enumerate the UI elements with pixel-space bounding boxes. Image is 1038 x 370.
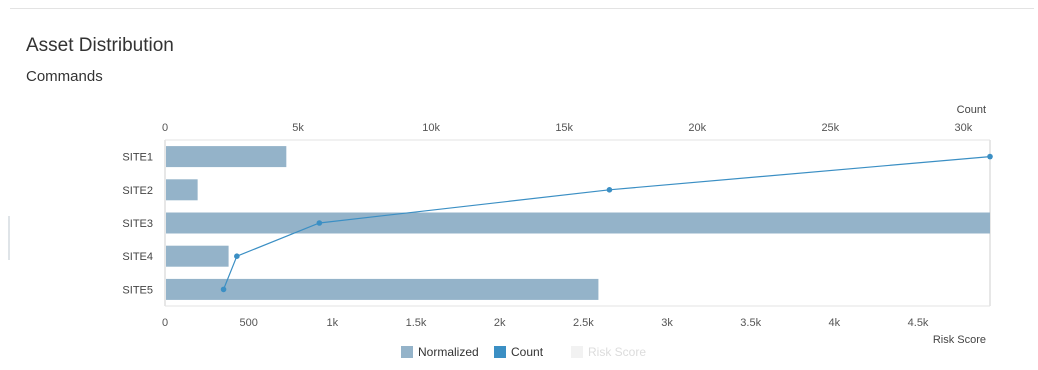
bottom-tick-label: 2.5k [573,317,594,329]
count-point [234,253,240,259]
bottom-tick-label: 500 [239,317,257,329]
top-tick-label: 20k [688,122,706,134]
bar [166,146,287,168]
bar [166,179,198,201]
count-point [316,220,323,226]
legend-swatch [401,346,413,358]
category-label: SITE5 [122,284,153,296]
legend-item-label: Count [511,345,544,359]
bottom-tick-label: 3k [661,317,673,329]
bar [166,245,229,267]
top-tick-label: 5k [292,122,304,134]
bottom-tick-label: 1k [327,317,339,329]
legend-swatch [494,346,506,358]
top-tick-label: 10k [422,122,440,134]
bottom-tick-label: 2k [494,317,506,329]
bottom-tick-label: 4k [829,317,841,329]
top-tick-label: 25k [821,122,839,134]
bottom-axis-title: Risk Score [933,334,986,346]
legend-item-label: Normalized [418,345,479,359]
top-axis-title: Count [957,104,986,116]
bottom-tick-label: 4.5k [908,317,929,329]
chart-title: Asset Distribution [26,35,174,56]
category-label: SITE3 [122,218,153,230]
top-tick-label: 0 [162,122,168,134]
bottom-tick-label: 0 [162,317,168,329]
legend-item-label: Risk Score [588,345,646,359]
chart-subtitle: Commands [26,68,103,85]
top-tick-label: 15k [555,122,573,134]
category-label: SITE2 [122,185,153,197]
count-point [220,286,227,293]
bar [166,278,599,300]
top-tick-label: 30k [955,122,973,134]
count-point [987,153,993,160]
legend-swatch [571,346,583,358]
bar [166,212,990,234]
category-label: SITE4 [122,251,153,263]
bottom-tick-label: 1.5k [406,317,427,329]
panel-edge [8,216,10,260]
bottom-tick-label: 3.5k [740,317,761,329]
category-label: SITE1 [122,152,153,164]
count-point [606,187,613,193]
